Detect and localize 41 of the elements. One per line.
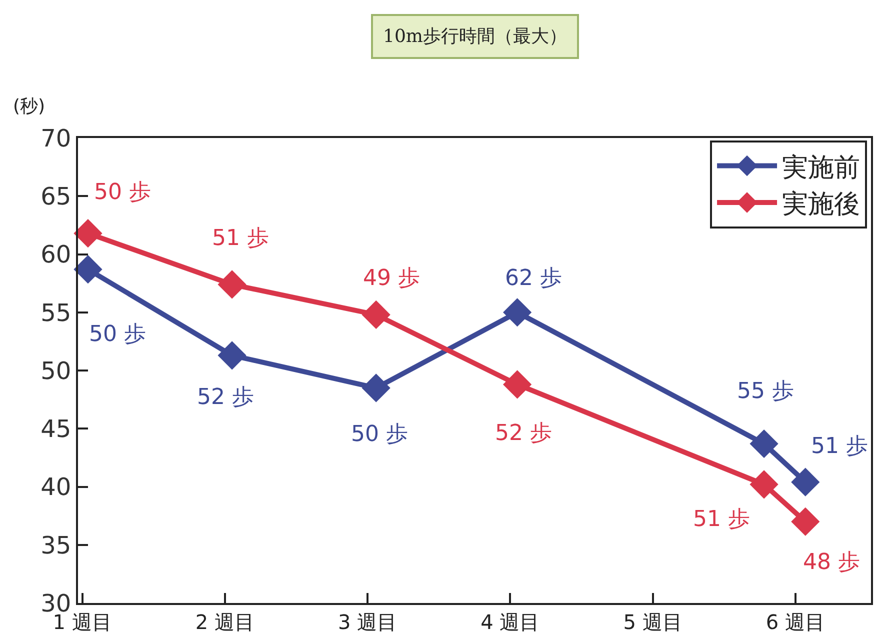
point [362, 374, 390, 402]
point [502, 370, 532, 399]
annotation: 51 歩 [811, 434, 868, 459]
point [502, 298, 532, 327]
y-tick-label: 70 [40, 124, 72, 152]
y-tick-label: 65 [40, 182, 72, 211]
annotation: 51 歩 [212, 226, 269, 251]
x-tick-label: 5 週目 [623, 610, 682, 634]
y-tick-label: 45 [40, 415, 72, 444]
y-tick-label: 35 [40, 531, 72, 560]
point [791, 468, 820, 496]
annotation: 49 歩 [363, 266, 420, 291]
chart-title: 10m歩行時間（最大） [383, 26, 567, 47]
annotation: 55 歩 [737, 379, 794, 404]
x-tick-label: 4 週目 [480, 610, 540, 634]
point [750, 429, 778, 458]
annotation: 50 歩 [94, 180, 151, 205]
x-tick-label: 2 週目 [195, 610, 254, 634]
y-tick-label: 55 [40, 298, 72, 327]
legend-label: 実施後 [782, 190, 860, 220]
x-tick-label: 3 週目 [338, 610, 398, 634]
annotation: 48 歩 [803, 550, 860, 575]
point [218, 341, 246, 370]
point [74, 219, 102, 248]
annotation: 50 歩 [89, 322, 146, 347]
point [362, 300, 390, 329]
point [791, 507, 820, 536]
point [74, 255, 102, 284]
annotation: 51 歩 [693, 507, 750, 532]
y-tick-label: 40 [40, 473, 72, 502]
legend-label: 実施前 [782, 152, 860, 183]
annotation: 52 歩 [495, 421, 552, 446]
annotation: 52 歩 [197, 385, 254, 410]
point [218, 270, 246, 299]
x-tick-label: 6 週目 [766, 610, 825, 634]
point [750, 470, 778, 499]
y-tick-label: 50 [40, 356, 72, 385]
y-axis-title: (秒) [13, 96, 46, 117]
annotation: 50 歩 [351, 422, 408, 447]
y-tick-label: 60 [40, 240, 72, 269]
annotation: 62 歩 [505, 266, 562, 291]
